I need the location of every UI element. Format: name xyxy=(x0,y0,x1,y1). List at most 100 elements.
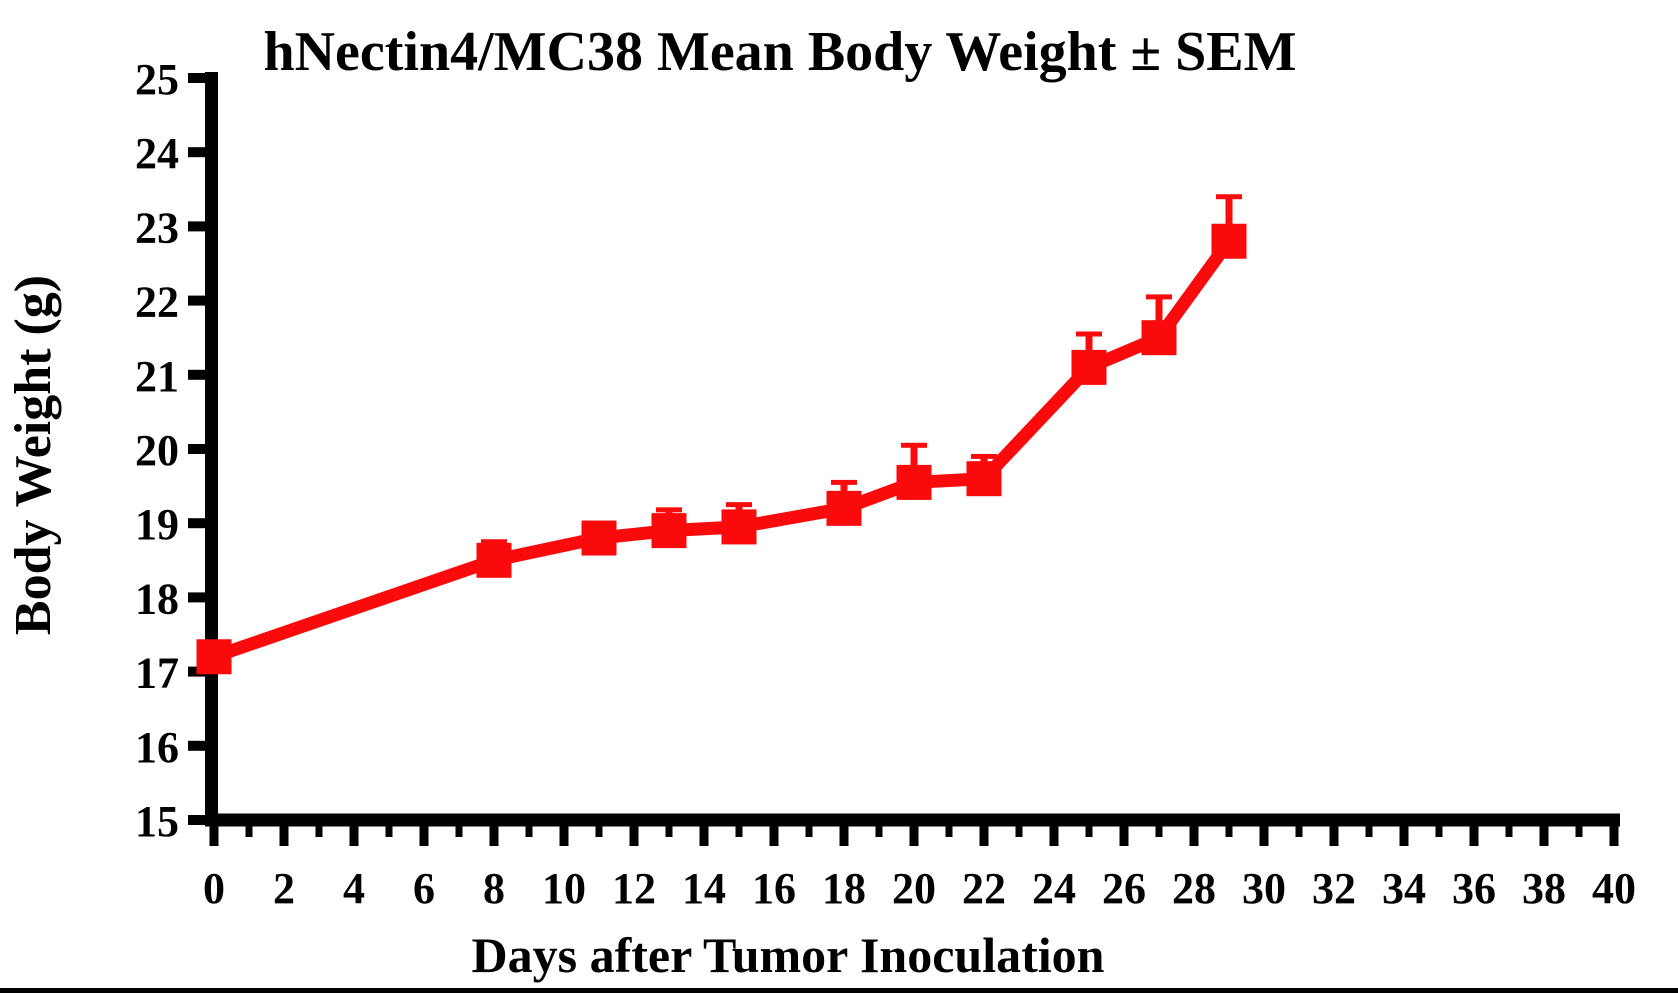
x-tick-label: 26 xyxy=(1102,864,1146,913)
chart-title: hNectin4/MC38 Mean Body Weight ± SEM xyxy=(263,21,1296,83)
x-tick-label: 22 xyxy=(962,864,1006,913)
x-tick-label: 0 xyxy=(203,864,225,913)
data-point-marker xyxy=(1071,349,1107,385)
x-tick-label: 8 xyxy=(483,864,505,913)
x-major-tick xyxy=(1049,820,1059,846)
error-bar xyxy=(910,445,918,483)
y-tick xyxy=(188,221,212,232)
x-tick-label: 40 xyxy=(1592,864,1636,913)
data-point-marker xyxy=(966,461,1002,497)
x-tick-label: 18 xyxy=(822,864,866,913)
data-point-marker xyxy=(196,639,232,675)
x-tick-label: 6 xyxy=(413,864,435,913)
y-axis-title: Body Weight (g) xyxy=(5,275,62,635)
error-bar xyxy=(1225,196,1233,242)
x-minor-tick xyxy=(735,820,743,837)
y-tick xyxy=(188,147,212,158)
data-point-marker xyxy=(1141,320,1177,356)
error-bar-cap xyxy=(1146,294,1172,300)
x-minor-tick xyxy=(525,820,533,837)
x-tick-label: 2 xyxy=(273,864,295,913)
data-point-marker xyxy=(826,490,862,526)
x-major-tick xyxy=(769,820,779,846)
x-tick-label: 28 xyxy=(1172,864,1216,913)
error-bar-cap xyxy=(1076,331,1102,337)
x-tick-label: 24 xyxy=(1032,864,1076,913)
x-tick-label: 14 xyxy=(682,864,726,913)
x-major-tick xyxy=(419,820,429,846)
x-major-tick xyxy=(979,820,989,846)
data-point-marker xyxy=(896,464,932,500)
x-major-tick xyxy=(489,820,499,846)
x-major-tick xyxy=(839,820,849,846)
y-tick-label: 24 xyxy=(135,129,179,178)
x-minor-tick xyxy=(875,820,883,837)
y-tick-label: 22 xyxy=(135,278,179,327)
y-tick xyxy=(188,295,212,306)
y-tick xyxy=(188,518,212,529)
x-tick-label: 12 xyxy=(612,864,656,913)
x-tick-label: 36 xyxy=(1452,864,1496,913)
x-minor-tick xyxy=(315,820,323,837)
x-minor-tick xyxy=(1155,820,1163,837)
x-minor-tick xyxy=(1365,820,1373,837)
x-minor-tick xyxy=(1015,820,1023,837)
y-tick xyxy=(188,73,212,83)
x-major-tick xyxy=(699,820,709,846)
x-tick-label: 16 xyxy=(752,864,796,913)
x-minor-tick xyxy=(1575,820,1583,837)
error-bar-cap xyxy=(726,502,752,508)
x-minor-tick xyxy=(455,820,463,837)
x-minor-tick xyxy=(665,820,673,837)
y-tick-label: 16 xyxy=(135,723,179,772)
x-major-tick xyxy=(1469,820,1479,846)
x-major-tick xyxy=(1539,820,1549,846)
x-major-tick xyxy=(349,820,359,846)
x-tick-label: 20 xyxy=(892,864,936,913)
error-bar-cap xyxy=(971,453,997,459)
y-tick-label: 18 xyxy=(135,574,179,623)
x-minor-tick xyxy=(595,820,603,837)
x-tick-label: 30 xyxy=(1242,864,1286,913)
data-point-marker xyxy=(581,520,617,556)
x-minor-tick xyxy=(945,820,953,837)
error-bar-cap xyxy=(1216,194,1242,200)
x-minor-tick xyxy=(805,820,813,837)
x-minor-tick xyxy=(1225,820,1233,837)
x-tick-label: 10 xyxy=(542,864,586,913)
series-line xyxy=(211,237,1235,663)
x-minor-tick xyxy=(245,820,253,837)
y-tick xyxy=(188,444,212,454)
x-minor-tick xyxy=(1085,820,1093,837)
x-major-tick xyxy=(1259,820,1269,846)
x-major-tick xyxy=(1609,820,1619,846)
error-bar-cap xyxy=(901,442,927,448)
x-major-tick xyxy=(909,820,919,846)
y-tick-label: 20 xyxy=(135,426,179,475)
x-minor-tick xyxy=(1295,820,1303,837)
x-major-tick xyxy=(1399,820,1409,846)
x-major-tick xyxy=(1119,820,1129,846)
x-minor-tick xyxy=(1505,820,1513,837)
y-tick-label: 17 xyxy=(135,649,179,698)
data-point-marker xyxy=(721,509,757,545)
y-tick-label: 21 xyxy=(135,352,179,401)
x-minor-tick xyxy=(1435,820,1443,837)
bottom-divider-line xyxy=(0,988,1678,993)
data-point-marker xyxy=(476,542,512,578)
x-tick-label: 38 xyxy=(1522,864,1566,913)
x-tick-label: 34 xyxy=(1382,864,1426,913)
x-major-tick xyxy=(1189,820,1199,846)
error-bar xyxy=(1155,296,1163,338)
x-tick-label: 32 xyxy=(1312,864,1356,913)
error-bar-cap xyxy=(481,539,507,545)
x-major-tick xyxy=(209,820,219,846)
y-tick xyxy=(188,740,212,751)
y-tick-label: 15 xyxy=(135,797,179,846)
x-major-tick xyxy=(1329,820,1339,846)
error-bar-cap xyxy=(831,479,857,485)
x-major-tick xyxy=(629,820,639,846)
